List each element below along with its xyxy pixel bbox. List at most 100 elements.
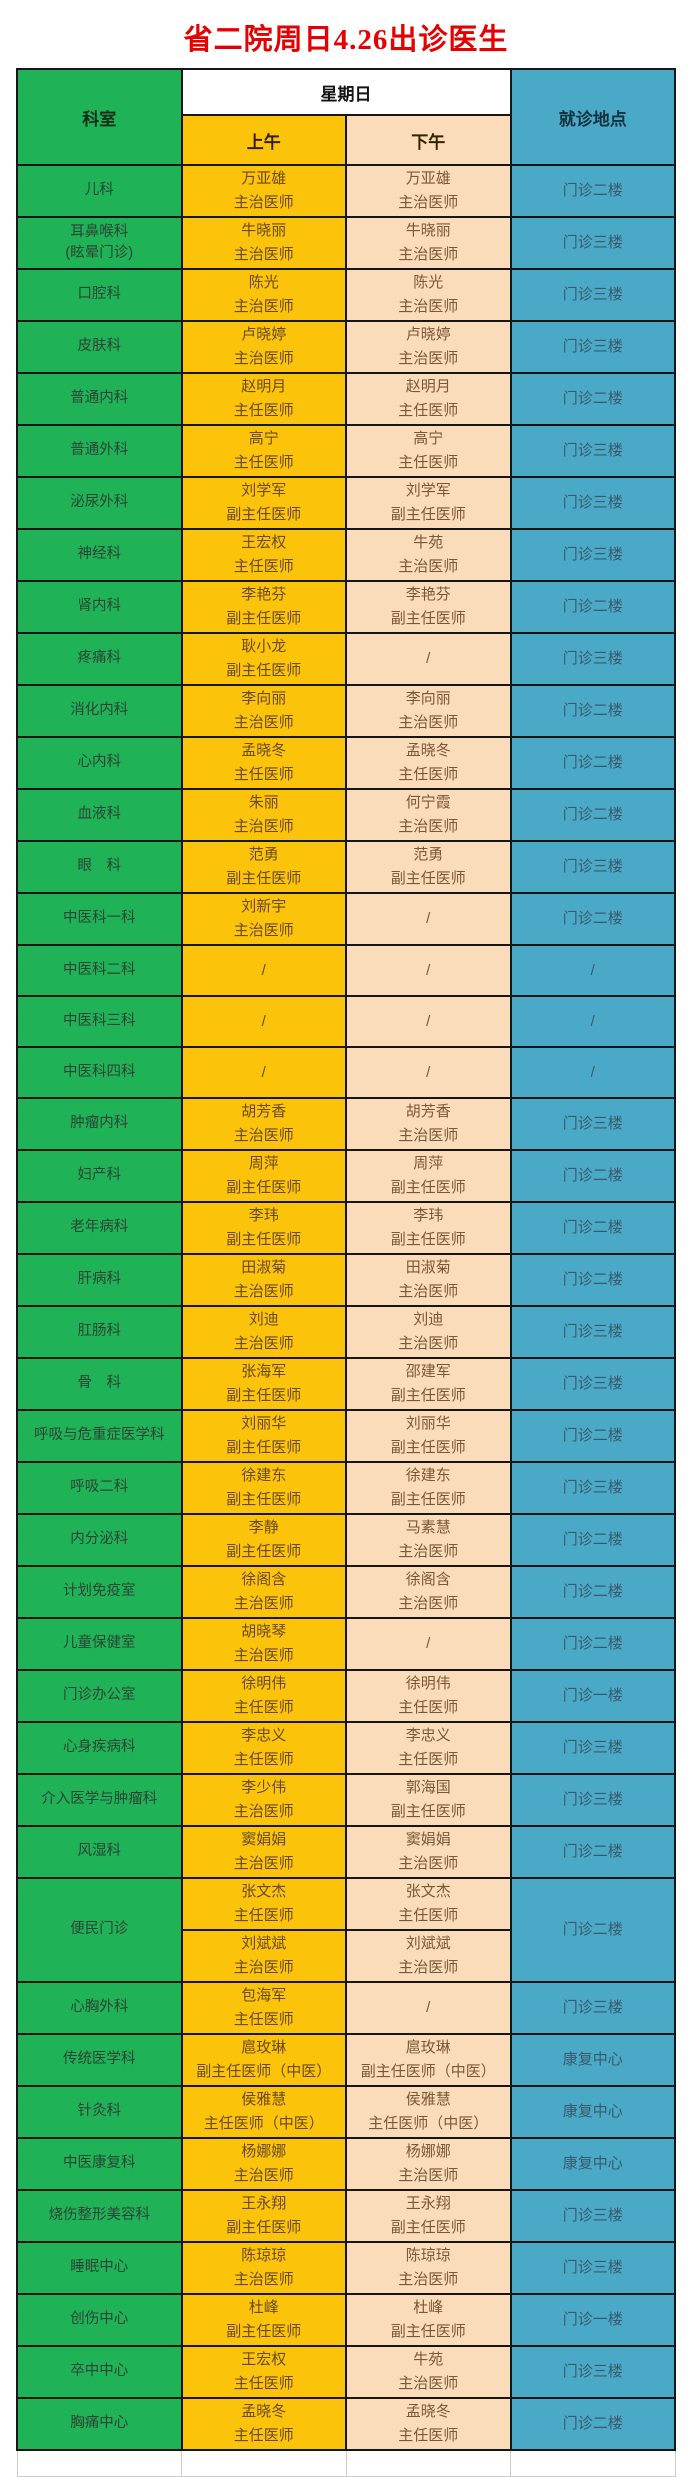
- afternoon-cell: 卢晓婷 主治医师: [345, 320, 512, 374]
- department-cell: 肝病科: [16, 1253, 183, 1307]
- doctor-rank: 副主任医师: [390, 1231, 466, 1248]
- doctor-name: 万亚雄: [241, 170, 287, 187]
- location-label: 门诊一楼: [562, 2311, 623, 2328]
- location-label: 门诊三楼: [562, 1375, 623, 1392]
- afternoon-cell: 刘学军 副主任医师: [345, 476, 512, 530]
- department-cell: 中医康复科: [16, 2137, 183, 2191]
- doctor-name: 徐阁含: [241, 1571, 287, 1588]
- doctor-rank: 主任医师: [233, 2011, 294, 2028]
- doctor-rank: 主任医师: [398, 766, 459, 783]
- location-label: 门诊三楼: [562, 546, 623, 563]
- doctor-name: 周萍: [248, 1155, 279, 1172]
- department-cell: 胸痛中心: [16, 2397, 183, 2451]
- doctor-rank: 主治医师: [398, 1335, 459, 1352]
- afternoon-cell: 牛苑 主治医师: [345, 2345, 512, 2399]
- location-label: 门诊三楼: [562, 2207, 623, 2224]
- doctor-name: 杨娜娜: [241, 2143, 287, 2160]
- no-location-slash: /: [590, 1063, 595, 1081]
- doctor-rank: 副主任医师: [226, 1491, 302, 1508]
- doctor-rank: 主任医师: [233, 1751, 294, 1768]
- doctor-name: 耿小龙: [241, 638, 287, 655]
- doctor-name: 刘迪: [248, 1311, 279, 1328]
- schedule-row: 神经科 王宏权 主任医师 牛苑 主治医师 门诊三楼: [16, 528, 676, 582]
- afternoon-cell: 徐明伟 主任医师: [345, 1669, 512, 1723]
- location-cell: 门诊三楼: [509, 2241, 676, 2295]
- schedule-row: 呼吸二科 徐建东 副主任医师 徐建东 副主任医师 门诊三楼: [16, 1461, 676, 1515]
- schedule-row: 心身疾病科 李忠义 主任医师 李忠义 主任医师 门诊三楼: [16, 1721, 676, 1775]
- doctor-name: 王永翔: [241, 2195, 287, 2212]
- doctor-name: 杜峰: [413, 2299, 444, 2316]
- empty-cell: [345, 2449, 511, 2477]
- schedule-row: 血液科 朱丽 主治医师 何宁霞 主治医师 门诊二楼: [16, 788, 676, 842]
- location-cell: 门诊三楼: [509, 1461, 676, 1515]
- afternoon-cell: 田淑菊 主治医师: [345, 1253, 512, 1307]
- doctor-rank: 主任医师: [233, 558, 294, 575]
- afternoon-cell: 孟晓冬 主任医师: [345, 736, 512, 790]
- doctor-rank: 主治医师: [233, 1803, 294, 1820]
- doctor-name: 窦娟娟: [241, 1831, 287, 1848]
- doctor-rank: 主治医师: [398, 1283, 459, 1300]
- location-cell: 门诊三楼: [509, 1721, 676, 1775]
- doctor-name: 刘学军: [241, 482, 287, 499]
- department-cell: 中医科一科: [16, 892, 183, 946]
- schedule-row: 儿科 万亚雄 主治医师 万亚雄 主治医师 门诊二楼: [16, 164, 676, 218]
- schedule-row: 睡眠中心 陈琼琼 主治医师 陈琼琼 主治医师 门诊三楼: [16, 2241, 676, 2295]
- schedule-row: 计划免疫室 徐阁含 主治医师 徐阁含 主治医师 门诊二楼: [16, 1565, 676, 1619]
- doctor-rank: 副主任医师: [226, 1387, 302, 1404]
- location-cell: 门诊二楼: [509, 1877, 676, 1983]
- location-cell: /: [509, 995, 676, 1048]
- header-row-day: 科室 星期日 就诊地点: [16, 68, 676, 166]
- afternoon-cell: 孟晓冬 主任医师: [345, 2397, 512, 2451]
- afternoon-cell: /: [345, 632, 512, 686]
- table-footer: [16, 2449, 676, 2477]
- doctor-rank: 主治医师: [398, 714, 459, 731]
- afternoon-cell: 万亚雄 主治医师: [345, 164, 512, 218]
- location-label: 门诊三楼: [562, 650, 623, 667]
- department-cell: 消化内科: [16, 684, 183, 738]
- doctor-name: 刘新宇: [241, 898, 287, 915]
- doctor-rank: 主治医师: [233, 1647, 294, 1664]
- doctor-rank: 副主任医师: [226, 506, 302, 523]
- location-cell: /: [509, 944, 676, 997]
- doctor-rank: 副主任医师: [226, 870, 302, 887]
- doctor-rank: 主治医师: [233, 350, 294, 367]
- schedule-row: 刘斌斌 主治医师 刘斌斌 主治医师: [17, 1929, 675, 1983]
- schedule-row: 便民门诊 张文杰 主任医师 张文杰 主任医师 门诊二楼: [16, 1877, 676, 1983]
- morning-cell: 牛晓丽 主治医师: [180, 216, 347, 270]
- doctor-rank: 主治医师: [233, 1855, 294, 1872]
- doctor-name: 侯雅慧: [241, 2091, 287, 2108]
- doctor-name: 赵明月: [241, 378, 287, 395]
- location-cell: 门诊二楼: [509, 2397, 676, 2451]
- department-cell: 儿童保健室: [16, 1617, 183, 1671]
- doctor-rank: 主治医师: [398, 194, 459, 211]
- doctor-rank: 主治医师: [233, 194, 294, 211]
- morning-cell: 刘新宇 主治医师: [180, 892, 347, 946]
- doctor-name: 牛苑: [413, 534, 444, 551]
- doctor-rank: 主治医师: [233, 714, 294, 731]
- location-cell: 门诊二楼: [509, 1617, 676, 1671]
- department-cell: 介入医学与肿瘤科: [16, 1773, 183, 1827]
- no-clinic-slash: /: [426, 650, 431, 667]
- header-morning: 上午: [180, 114, 347, 166]
- doctor-name: 李玮: [413, 1207, 444, 1224]
- doctor-name: 陈琼琼: [405, 2247, 451, 2264]
- header-location: 就诊地点: [509, 68, 676, 166]
- doctor-name: 范勇: [248, 846, 279, 863]
- doctor-name: 刘斌斌: [241, 1935, 287, 1952]
- no-clinic-slash: /: [426, 961, 431, 979]
- location-cell: 门诊三楼: [509, 1981, 676, 2035]
- department-cell: 中医科三科: [16, 995, 183, 1048]
- schedule-row: 卒中中心 王宏权 主任医师 牛苑 主治医师 门诊三楼: [16, 2345, 676, 2399]
- schedule-table: 科室 星期日 就诊地点 上午 下午 儿科 万亚雄 主治医师 万亚雄 主治医师 门诊二楼 耳鼻…: [16, 68, 676, 2477]
- location-cell: 门诊二楼: [509, 1513, 676, 1567]
- morning-cell: /: [180, 1046, 347, 1099]
- afternoon-cell: 李玮 副主任医师: [345, 1201, 512, 1255]
- department-cell: 中医科二科: [16, 944, 183, 997]
- afternoon-cell: /: [345, 995, 512, 1048]
- department-cell: 传统医学科: [16, 2033, 183, 2087]
- morning-cell: 高宁 主任医师: [180, 424, 347, 478]
- doctor-name: 扈玫琳: [241, 2039, 287, 2056]
- morning-cell: /: [180, 995, 347, 1048]
- no-clinic-slash: /: [426, 910, 431, 927]
- morning-cell: 田淑菊 主治医师: [180, 1253, 347, 1307]
